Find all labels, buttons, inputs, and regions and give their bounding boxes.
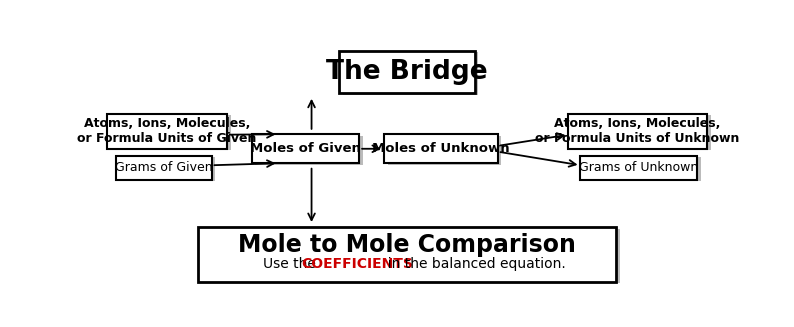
Bar (107, 113, 227, 149)
Bar (580, 156, 697, 180)
Text: Grams of Unknown: Grams of Unknown (580, 161, 699, 174)
Bar (339, 51, 475, 94)
Text: Use the: Use the (263, 257, 320, 271)
Bar (202, 229, 620, 283)
Text: Moles of Given: Moles of Given (250, 142, 360, 155)
Bar (572, 115, 711, 150)
Bar (584, 157, 701, 181)
Bar (255, 136, 363, 165)
Bar (569, 113, 707, 149)
Text: Grams of Given: Grams of Given (115, 161, 213, 174)
Text: Atoms, Ions, Molecules,
or Formula Units of Unknown: Atoms, Ions, Molecules, or Formula Units… (535, 117, 740, 145)
Bar (343, 52, 478, 95)
Bar (387, 136, 501, 165)
Bar (110, 115, 230, 150)
Text: Moles of Unknown: Moles of Unknown (372, 142, 510, 155)
Bar (198, 228, 616, 282)
Text: Atoms, Ions, Molecules,
or Formula Units of Given: Atoms, Ions, Molecules, or Formula Units… (77, 117, 256, 145)
Text: The Bridge: The Bridge (326, 59, 488, 85)
Bar (116, 156, 211, 180)
Text: in the balanced equation.: in the balanced equation. (379, 257, 566, 271)
Bar (384, 134, 498, 163)
Text: Mole to Mole Comparison: Mole to Mole Comparison (238, 233, 576, 257)
Text: COEFFICIENTS: COEFFICIENTS (301, 257, 413, 271)
Bar (120, 157, 215, 181)
Bar (252, 134, 359, 163)
